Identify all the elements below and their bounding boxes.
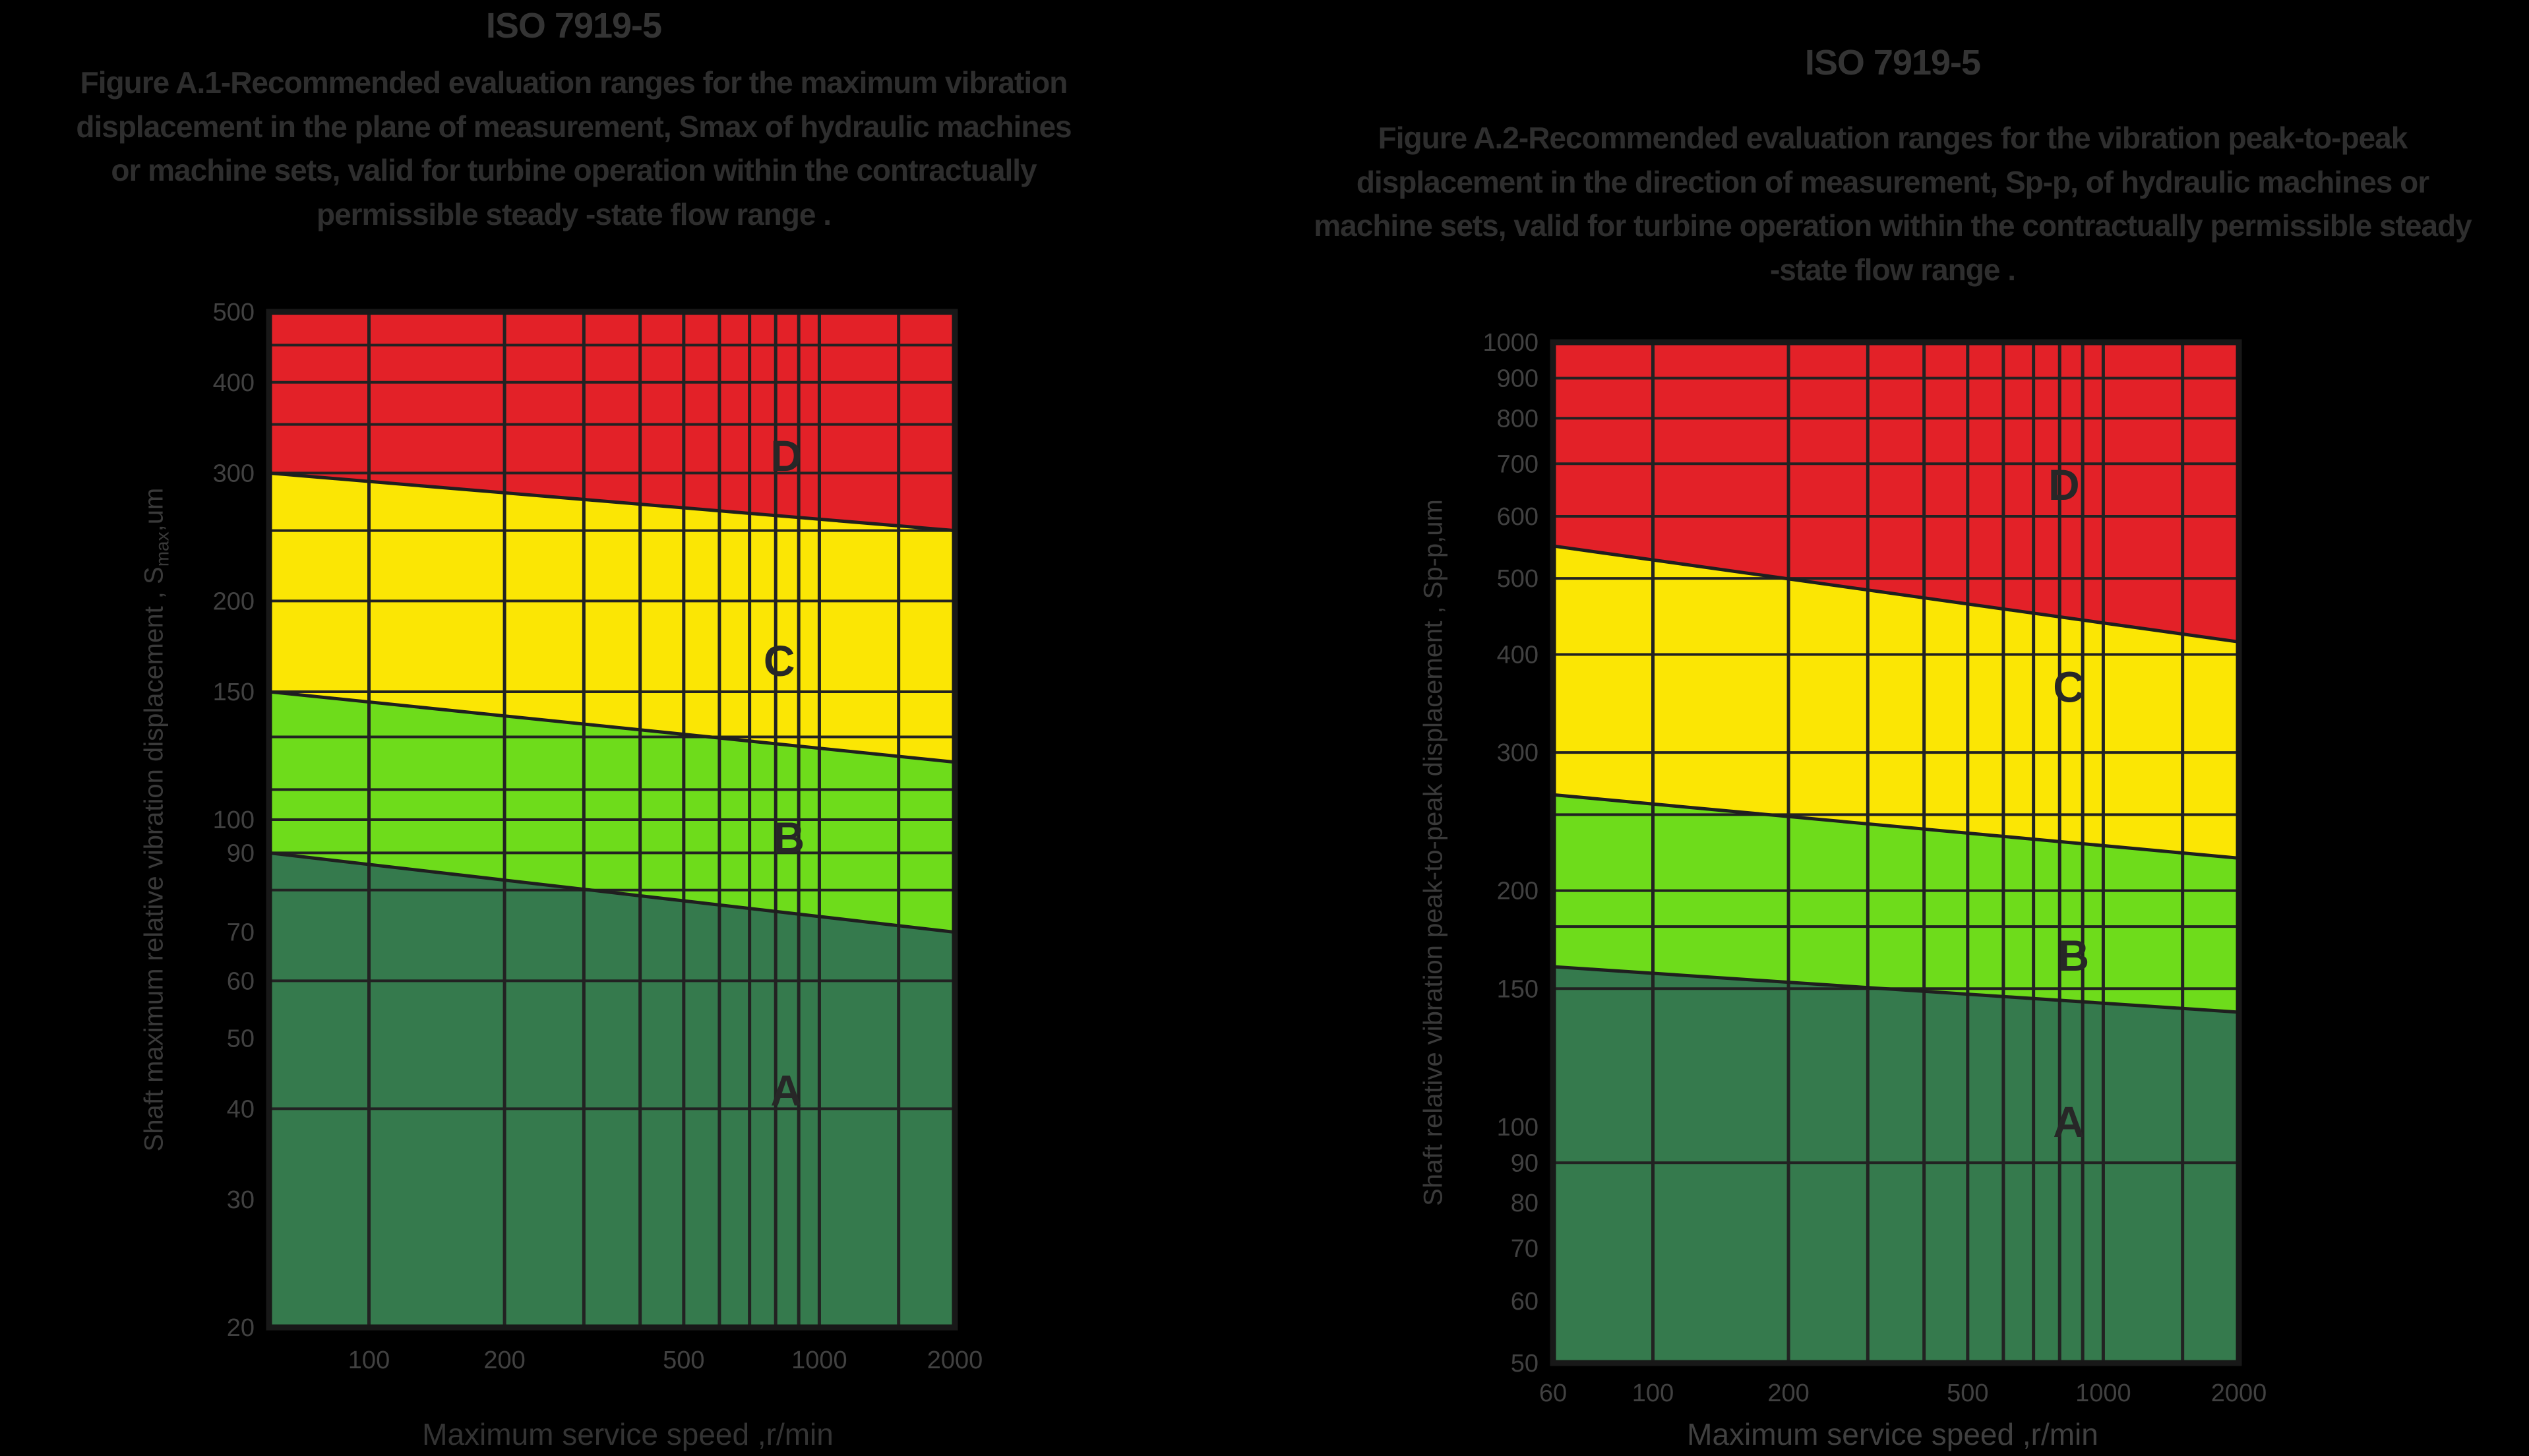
zone-a-area — [1553, 966, 2239, 1363]
y-tick-label-1000: 1000 — [1482, 329, 1539, 357]
x-tick-label-200: 200 — [1767, 1380, 1809, 1407]
zone-label-c: C — [764, 636, 795, 685]
y-tick-label-800: 800 — [1497, 405, 1539, 433]
x-tick-label-200: 200 — [483, 1347, 525, 1374]
zone-c-area — [1553, 545, 2239, 859]
zone-boundary-b — [268, 690, 956, 764]
figure-a2-x-axis-title: Maximum service speed ,r/min — [1687, 1417, 2098, 1451]
plot-border — [266, 309, 958, 1331]
zone-b-area — [1553, 795, 2239, 1012]
y-tick-label-300: 300 — [1497, 739, 1539, 767]
plot-area: A B C D — [266, 309, 958, 1331]
zone-label-a: A — [2053, 1097, 2085, 1146]
figure-a2-chart: A B C D 1000 900 800 700 600 500 400 300 200 150 100 90… — [1482, 329, 2267, 1407]
x-tick-label-1000: 1000 — [791, 1347, 847, 1374]
y-tick-label-400: 400 — [1497, 641, 1539, 669]
zone-label-c: C — [2053, 663, 2085, 712]
x-tick-label-60: 60 — [1539, 1380, 1567, 1407]
y-tick-label-40: 40 — [227, 1095, 255, 1123]
zone-c-area — [269, 473, 955, 762]
y-tick-label-400: 400 — [213, 369, 255, 397]
y-tick-label-150: 150 — [1497, 975, 1539, 1003]
y-tick-label-90: 90 — [1511, 1149, 1539, 1177]
y-tick-label-50: 50 — [1511, 1350, 1539, 1378]
x-tick-label-100: 100 — [348, 1347, 390, 1374]
y-tick-label-500: 500 — [1497, 565, 1539, 593]
y-tick-label-100: 100 — [213, 806, 255, 834]
zone-label-a: A — [770, 1066, 802, 1115]
x-tick-label-500: 500 — [663, 1347, 704, 1374]
y-tick-label-60: 60 — [1511, 1288, 1539, 1316]
figure-a2-caption: Figure A.2-Recommended evaluation ranges… — [1314, 121, 2472, 288]
zone-label-b: B — [773, 813, 805, 862]
y-tick-label-90: 90 — [227, 839, 255, 867]
zone-label-b: B — [2058, 931, 2090, 980]
y-tick-label-100: 100 — [1497, 1114, 1539, 1141]
y-tick-label-30: 30 — [227, 1186, 255, 1214]
zone-boundary-b — [1552, 793, 2240, 860]
y-tick-label-700: 700 — [1497, 450, 1539, 478]
figure-a1-heading: ISO 7919-5 — [485, 6, 662, 46]
x-tick-label-1000: 1000 — [2075, 1380, 2131, 1407]
y-tick-label-900: 900 — [1497, 365, 1539, 392]
x-tick-label-500: 500 — [1947, 1380, 1988, 1407]
y-tick-label-300: 300 — [213, 460, 255, 487]
x-tick-label-2000: 2000 — [2211, 1380, 2267, 1407]
zone-boundary-a — [1552, 965, 2240, 1014]
x-tick-label-2000: 2000 — [927, 1347, 983, 1374]
y-tick-label-500: 500 — [213, 299, 255, 326]
figure-a2-heading: ISO 7919-5 — [1804, 43, 1981, 82]
figure-a1-x-axis-title: Maximum service speed ,r/min — [422, 1417, 834, 1451]
zone-a-area — [269, 853, 955, 1327]
figure-a1-y-axis-title: Shaft maximum relative vibration displac… — [139, 487, 173, 1152]
y-tick-label-50: 50 — [227, 1025, 255, 1053]
zone-boundary-c — [1552, 544, 2240, 644]
zone-label-d: D — [770, 431, 802, 480]
y-tick-label-150: 150 — [213, 679, 255, 706]
y-tick-label-200: 200 — [1497, 878, 1539, 905]
y-tick-label-20: 20 — [227, 1314, 255, 1342]
figure-a2-y-axis-title: Shaft relative vibration peak-to-peak di… — [1418, 499, 1448, 1206]
figure-a1-caption: Figure A.1-Recommended evaluation ranges… — [76, 65, 1072, 232]
y-tick-label-70: 70 — [227, 919, 255, 947]
y-tick-label-70: 70 — [1511, 1235, 1539, 1263]
y-tick-label-200: 200 — [213, 588, 255, 615]
zone-d-area — [269, 312, 955, 531]
y-tick-label-60: 60 — [227, 967, 255, 995]
figure-a2-title-block: ISO 7919-5 Figure A.2-Recommended evalua… — [1306, 42, 2480, 292]
zone-label-d: D — [2048, 460, 2080, 509]
x-tick-label-100: 100 — [1632, 1380, 1674, 1407]
y-tick-label-600: 600 — [1497, 503, 1539, 531]
zone-boundary-a — [268, 851, 956, 934]
plot-border — [1550, 339, 2242, 1366]
zone-boundary-c — [268, 471, 956, 533]
figure-a1-chart: A B C D 500 400 300 200 150 100 90 70 60 50 40 30 20 100 2… — [213, 299, 983, 1374]
figure-a1-title-block: ISO 7919-5 Figure A.1-Recommended evalua… — [63, 5, 1085, 237]
plot-area: A B C D — [1550, 339, 2242, 1366]
y-tick-label-80: 80 — [1511, 1190, 1539, 1217]
